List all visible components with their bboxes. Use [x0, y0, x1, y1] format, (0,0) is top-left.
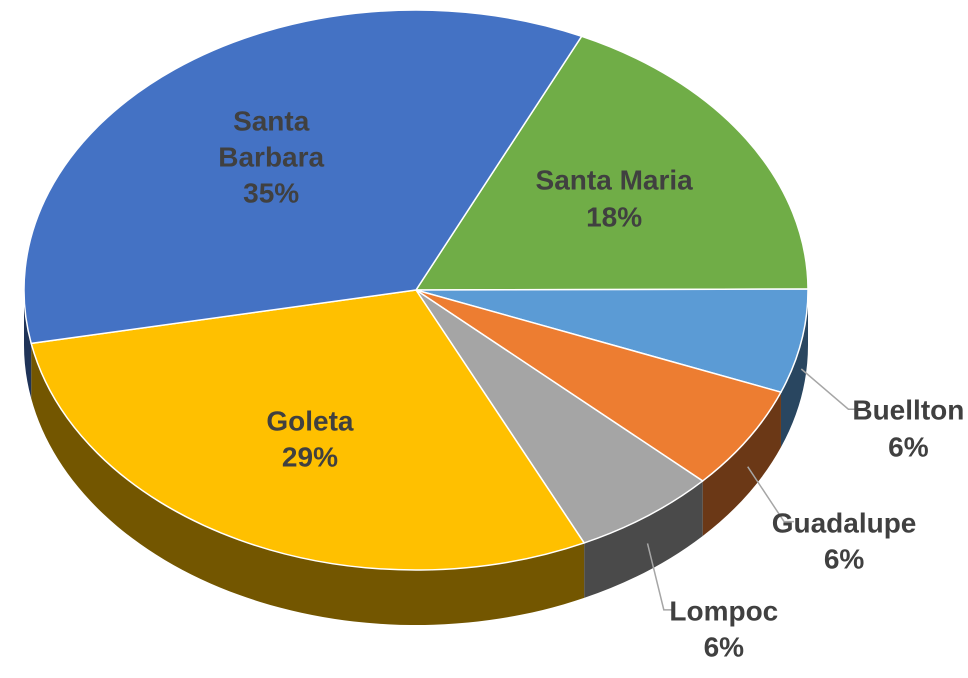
slice — [23, 9, 583, 345]
label-name: Lompoc — [669, 595, 779, 627]
leader-line — [747, 466, 795, 523]
slice-side — [702, 392, 781, 536]
label-name: Goleta — [266, 405, 354, 437]
slice — [415, 289, 704, 544]
leader-line — [646, 543, 674, 611]
label-value: 18% — [586, 201, 643, 233]
slice — [415, 289, 783, 482]
label-value: 6% — [703, 631, 745, 663]
slice-side — [31, 343, 585, 625]
data-label: Santa Barbara 35% — [196, 103, 346, 212]
slice — [414, 35, 809, 291]
data-label: Guadalupe 6% — [744, 505, 944, 578]
data-label: Buellton 6% — [808, 393, 968, 466]
slice — [30, 289, 586, 571]
label-name: Santa Maria — [535, 165, 693, 197]
label-value: 6% — [823, 543, 865, 575]
data-label: Goleta 29% — [210, 404, 410, 477]
data-label: Lompoc 6% — [624, 593, 824, 666]
leader-line — [800, 368, 859, 410]
label-value: 29% — [281, 441, 338, 473]
label-name: Buellton — [852, 394, 965, 426]
label-name: Guadalupe — [771, 507, 917, 539]
label-value: 6% — [888, 431, 929, 463]
pie-sides — [24, 290, 808, 625]
data-label: Santa Maria 18% — [494, 163, 734, 236]
label-value: 35% — [243, 177, 300, 209]
slice — [415, 288, 809, 394]
label-name: Santa Barbara — [218, 105, 325, 173]
slice-side — [780, 290, 808, 448]
slice-side — [584, 480, 703, 598]
